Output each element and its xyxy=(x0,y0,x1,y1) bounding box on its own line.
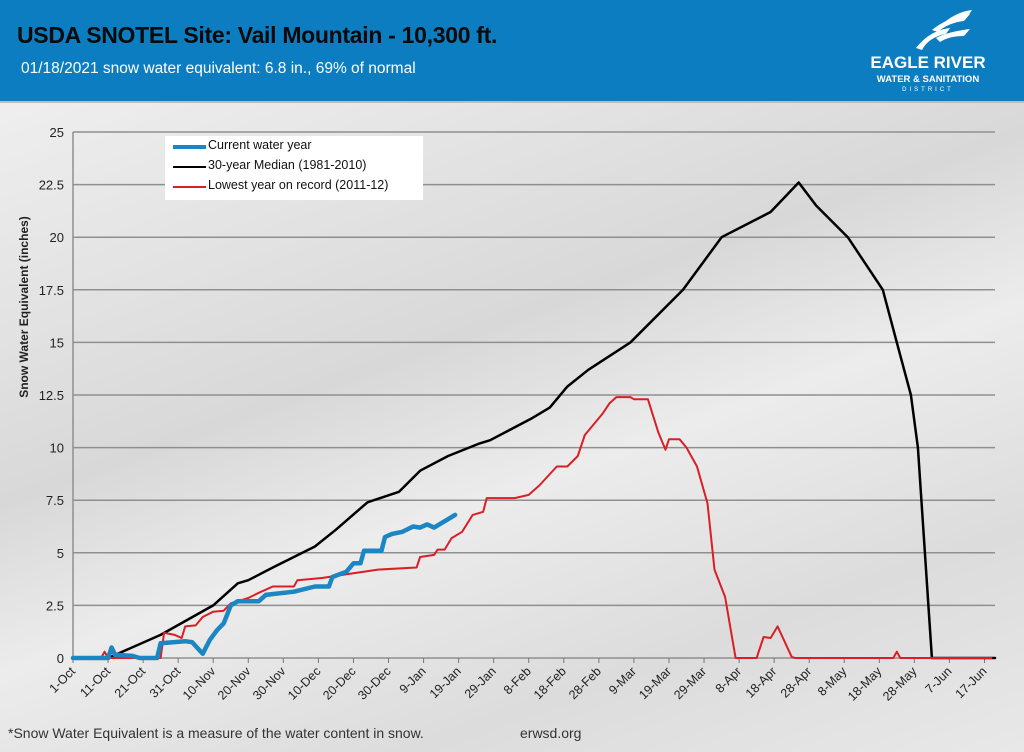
logo-name: EAGLE RIVER xyxy=(870,53,986,72)
x-tick-label: 19-Mar xyxy=(636,664,674,702)
x-tick-label: 18-May xyxy=(845,664,885,704)
x-tick-label: 20-Dec xyxy=(320,664,358,702)
current-water-year-line xyxy=(70,512,458,661)
x-tick-label: 28-May xyxy=(880,664,920,704)
x-tick-label: 30-Nov xyxy=(250,664,289,703)
x-tick-label: 28-Apr xyxy=(778,664,814,700)
x-tick-label: 28-Feb xyxy=(566,664,604,702)
y-tick-label: 0 xyxy=(57,651,64,666)
y-tick-label: 22.5 xyxy=(39,178,64,193)
legend-label-median: 30-year Median (1981-2010) xyxy=(208,158,367,172)
x-tick-label: 1-Oct xyxy=(47,664,79,696)
x-tick-label: 8-Feb xyxy=(501,664,534,697)
x-tick-label: 17-Jun xyxy=(953,664,990,701)
wings-icon xyxy=(916,10,972,50)
x-tick-label: 30-Dec xyxy=(355,664,393,702)
x-tick-label: 10-Nov xyxy=(180,664,219,703)
legend-label-current: Current water year xyxy=(208,138,312,152)
legend: Current water year 30-year Median (1981-… xyxy=(165,136,423,200)
median-line xyxy=(71,181,997,660)
legend-swatch-lowest xyxy=(173,186,206,188)
y-tick-label: 25 xyxy=(50,125,64,140)
x-tick-label: 8-Apr xyxy=(713,664,745,696)
website-link[interactable]: erwsd.org xyxy=(520,725,582,741)
legend-label-lowest: Lowest year on record (2011-12) xyxy=(208,178,389,192)
x-tick-label: 9-Mar xyxy=(606,664,639,697)
x-tick-label: 19-Jan xyxy=(427,664,464,701)
y-tick-label: 17.5 xyxy=(39,283,64,298)
chart-title: USDA SNOTEL Site: Vail Mountain - 10,300… xyxy=(17,22,498,48)
y-tick-label: 15 xyxy=(50,335,64,350)
x-tick-label: 10-Dec xyxy=(285,664,323,702)
y-tick-label: 10 xyxy=(50,441,64,456)
x-tick-label: 31-Oct xyxy=(147,664,184,701)
footnote: *Snow Water Equivalent is a measure of t… xyxy=(8,725,424,741)
y-tick-label: 20 xyxy=(50,230,64,245)
x-tick-label: 7-Jun xyxy=(923,664,955,696)
lowest-year-line xyxy=(72,396,993,659)
x-tick-label: 9-Jan xyxy=(397,664,429,696)
x-tick-label: 11-Oct xyxy=(77,664,113,700)
logo-subtitle: WATER & SANITATION xyxy=(876,74,980,85)
legend-swatch-median xyxy=(173,166,206,168)
x-tick-label: 18-Apr xyxy=(743,664,779,700)
y-tick-label: 2.5 xyxy=(46,598,64,613)
x-tick-label: 20-Nov xyxy=(215,664,254,703)
x-tick-label: 21-Oct xyxy=(112,664,149,701)
eagle-river-logo: EAGLE RIVER WATER & SANITATION DISTRICT xyxy=(858,8,998,96)
x-tick-label: 29-Jan xyxy=(462,664,499,701)
x-tick-label: 29-Mar xyxy=(671,664,709,702)
logo-district: DISTRICT xyxy=(902,87,954,93)
y-tick-label: 12.5 xyxy=(39,388,64,403)
y-axis-label: Snow Water Equivalent (inches) xyxy=(17,216,31,398)
header-banner: USDA SNOTEL Site: Vail Mountain - 10,300… xyxy=(0,0,1024,103)
x-tick-label: 18-Feb xyxy=(531,664,569,702)
chart-subtitle: 01/18/2021 snow water equivalent: 6.8 in… xyxy=(21,60,416,77)
legend-swatch-current xyxy=(173,145,206,149)
y-tick-label: 7.5 xyxy=(46,493,64,508)
y-tick-label: 5 xyxy=(57,546,64,561)
